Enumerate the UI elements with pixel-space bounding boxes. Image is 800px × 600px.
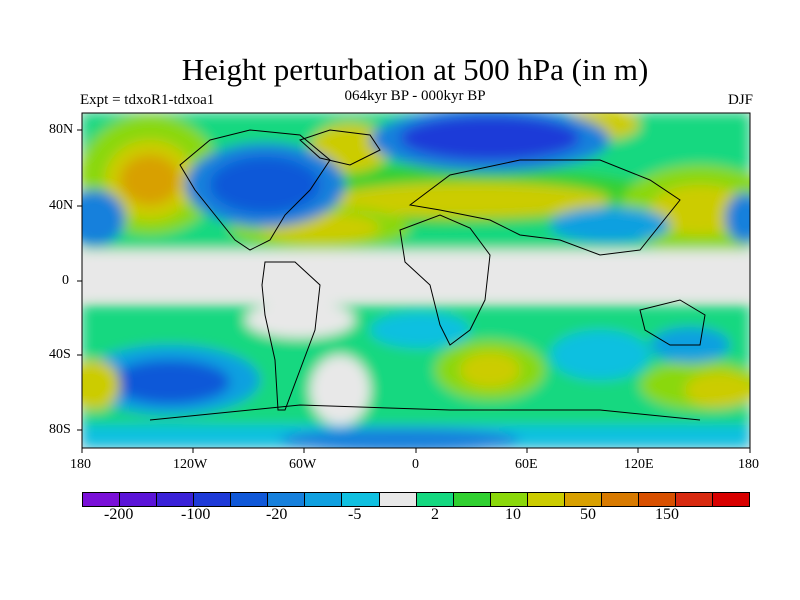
lon-label-180e: 180 bbox=[738, 457, 759, 472]
contour-fills bbox=[82, 113, 750, 448]
colorbar-swatch bbox=[453, 493, 491, 506]
coastlines bbox=[149, 129, 706, 421]
lon-label-180w: 180 bbox=[70, 457, 91, 472]
colorbar-label: 2 bbox=[431, 506, 439, 523]
colorbar-swatch bbox=[83, 493, 121, 506]
map-title: Height perturbation at 500 hPa (in m) bbox=[181, 52, 649, 87]
lat-label-40n: 40N bbox=[49, 198, 74, 213]
colorbar-swatch bbox=[416, 493, 454, 506]
colorbar bbox=[82, 492, 750, 507]
colorbar-swatch bbox=[120, 493, 158, 506]
lat-label-40s: 40S bbox=[49, 347, 71, 362]
season-label: DJF bbox=[727, 92, 753, 108]
map-subtitle: 064kyr BP - 000kyr BP bbox=[344, 88, 486, 104]
colorbar-swatch bbox=[490, 493, 528, 506]
axis-ticks bbox=[77, 129, 751, 453]
colorbar-swatch bbox=[527, 493, 565, 506]
colorbar-swatch bbox=[601, 493, 639, 506]
colorbar-label: -20 bbox=[266, 506, 288, 523]
colorbar-swatch bbox=[379, 493, 417, 506]
lon-label-60e: 60E bbox=[515, 457, 538, 472]
experiment-label: Expt = tdxoR1-tdxoa1 bbox=[80, 92, 215, 108]
colorbar-label: -100 bbox=[181, 506, 211, 523]
lat-label-80s: 80S bbox=[49, 422, 71, 437]
lat-label-0: 0 bbox=[62, 273, 69, 288]
lon-label-0: 0 bbox=[412, 457, 419, 472]
colorbar-swatch bbox=[676, 493, 714, 506]
colorbar-label: 10 bbox=[505, 506, 521, 523]
colorbar-swatch bbox=[342, 493, 380, 506]
colorbar-swatch bbox=[157, 493, 195, 506]
lon-label-60w: 60W bbox=[289, 457, 317, 472]
colorbar-label: 150 bbox=[655, 506, 679, 523]
lat-label-80n: 80N bbox=[49, 122, 74, 137]
colorbar-swatch bbox=[231, 493, 269, 506]
colorbar-swatch bbox=[713, 493, 750, 506]
lon-label-120w: 120W bbox=[173, 457, 208, 472]
colorbar-swatch bbox=[305, 493, 343, 506]
colorbar-swatch bbox=[194, 493, 232, 506]
colorbar-label: 50 bbox=[580, 506, 596, 523]
colorbar-swatch bbox=[564, 493, 602, 506]
colorbar-label: -200 bbox=[104, 506, 134, 523]
colorbar-swatch bbox=[268, 493, 306, 506]
colorbar-swatch bbox=[638, 493, 676, 506]
colorbar-label: -5 bbox=[348, 506, 362, 523]
lon-label-120e: 120E bbox=[624, 457, 654, 472]
